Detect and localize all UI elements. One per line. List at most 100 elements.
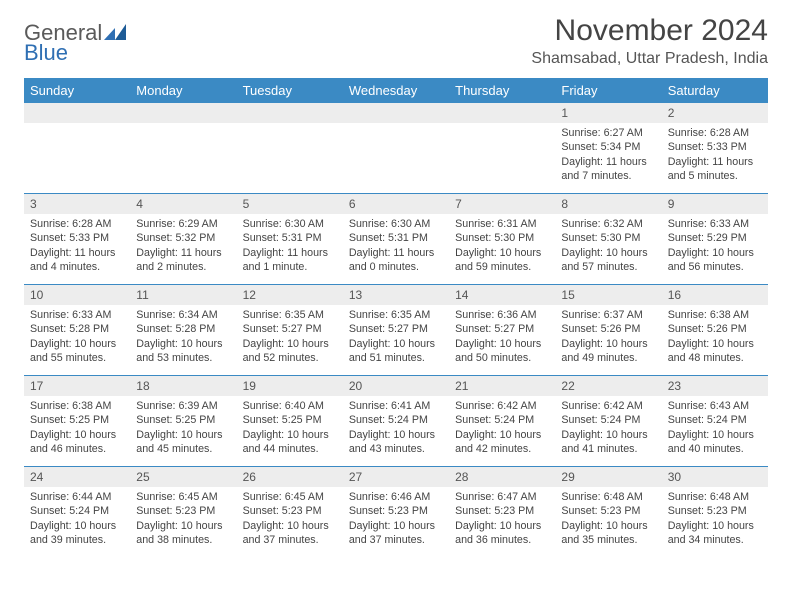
sunset-text: Sunset: 5:26 PM bbox=[561, 322, 655, 336]
calendar-cell: 6Sunrise: 6:30 AMSunset: 5:31 PMDaylight… bbox=[343, 194, 449, 285]
daylight-text: Daylight: 11 hours and 7 minutes. bbox=[561, 155, 655, 184]
sunset-text: Sunset: 5:28 PM bbox=[30, 322, 124, 336]
daylight-text: Daylight: 10 hours and 57 minutes. bbox=[561, 246, 655, 275]
calendar-cell: 16Sunrise: 6:38 AMSunset: 5:26 PMDayligh… bbox=[662, 285, 768, 376]
day-number: 14 bbox=[449, 285, 555, 305]
calendar-cell bbox=[237, 103, 343, 194]
day-details: Sunrise: 6:35 AMSunset: 5:27 PMDaylight:… bbox=[237, 305, 343, 368]
day-number: 2 bbox=[662, 103, 768, 123]
sunrise-text: Sunrise: 6:36 AM bbox=[455, 308, 549, 322]
day-details: Sunrise: 6:40 AMSunset: 5:25 PMDaylight:… bbox=[237, 396, 343, 459]
sunset-text: Sunset: 5:27 PM bbox=[243, 322, 337, 336]
calendar-table: Sunday Monday Tuesday Wednesday Thursday… bbox=[24, 78, 768, 557]
day-details: Sunrise: 6:43 AMSunset: 5:24 PMDaylight:… bbox=[662, 396, 768, 459]
sunrise-text: Sunrise: 6:29 AM bbox=[136, 217, 230, 231]
calendar-cell: 12Sunrise: 6:35 AMSunset: 5:27 PMDayligh… bbox=[237, 285, 343, 376]
daylight-text: Daylight: 11 hours and 4 minutes. bbox=[30, 246, 124, 275]
day-header: Tuesday bbox=[237, 78, 343, 103]
daylight-text: Daylight: 10 hours and 48 minutes. bbox=[668, 337, 762, 366]
day-number-empty bbox=[343, 103, 449, 123]
day-details: Sunrise: 6:41 AMSunset: 5:24 PMDaylight:… bbox=[343, 396, 449, 459]
daylight-text: Daylight: 11 hours and 1 minute. bbox=[243, 246, 337, 275]
sunrise-text: Sunrise: 6:32 AM bbox=[561, 217, 655, 231]
daylight-text: Daylight: 10 hours and 55 minutes. bbox=[30, 337, 124, 366]
day-details: Sunrise: 6:45 AMSunset: 5:23 PMDaylight:… bbox=[237, 487, 343, 550]
calendar-cell: 15Sunrise: 6:37 AMSunset: 5:26 PMDayligh… bbox=[555, 285, 661, 376]
day-number: 16 bbox=[662, 285, 768, 305]
sunrise-text: Sunrise: 6:38 AM bbox=[668, 308, 762, 322]
day-number-empty bbox=[130, 103, 236, 123]
daylight-text: Daylight: 10 hours and 37 minutes. bbox=[243, 519, 337, 548]
day-header: Sunday bbox=[24, 78, 130, 103]
day-header: Thursday bbox=[449, 78, 555, 103]
calendar-week-row: 10Sunrise: 6:33 AMSunset: 5:28 PMDayligh… bbox=[24, 285, 768, 376]
day-details: Sunrise: 6:32 AMSunset: 5:30 PMDaylight:… bbox=[555, 214, 661, 277]
calendar-cell: 25Sunrise: 6:45 AMSunset: 5:23 PMDayligh… bbox=[130, 467, 236, 558]
day-details: Sunrise: 6:33 AMSunset: 5:28 PMDaylight:… bbox=[24, 305, 130, 368]
sunset-text: Sunset: 5:23 PM bbox=[561, 504, 655, 518]
daylight-text: Daylight: 10 hours and 35 minutes. bbox=[561, 519, 655, 548]
sunset-text: Sunset: 5:27 PM bbox=[455, 322, 549, 336]
daylight-text: Daylight: 10 hours and 39 minutes. bbox=[30, 519, 124, 548]
sunrise-text: Sunrise: 6:35 AM bbox=[349, 308, 443, 322]
day-details: Sunrise: 6:35 AMSunset: 5:27 PMDaylight:… bbox=[343, 305, 449, 368]
sunset-text: Sunset: 5:34 PM bbox=[561, 140, 655, 154]
daylight-text: Daylight: 10 hours and 56 minutes. bbox=[668, 246, 762, 275]
day-number: 5 bbox=[237, 194, 343, 214]
sunrise-text: Sunrise: 6:45 AM bbox=[136, 490, 230, 504]
logo-mark-icon bbox=[104, 24, 126, 40]
day-details: Sunrise: 6:39 AMSunset: 5:25 PMDaylight:… bbox=[130, 396, 236, 459]
sunset-text: Sunset: 5:29 PM bbox=[668, 231, 762, 245]
calendar-cell: 9Sunrise: 6:33 AMSunset: 5:29 PMDaylight… bbox=[662, 194, 768, 285]
day-details: Sunrise: 6:46 AMSunset: 5:23 PMDaylight:… bbox=[343, 487, 449, 550]
day-number: 12 bbox=[237, 285, 343, 305]
day-number: 18 bbox=[130, 376, 236, 396]
sunset-text: Sunset: 5:30 PM bbox=[561, 231, 655, 245]
calendar-cell: 28Sunrise: 6:47 AMSunset: 5:23 PMDayligh… bbox=[449, 467, 555, 558]
sunrise-text: Sunrise: 6:46 AM bbox=[349, 490, 443, 504]
day-details: Sunrise: 6:33 AMSunset: 5:29 PMDaylight:… bbox=[662, 214, 768, 277]
sunrise-text: Sunrise: 6:30 AM bbox=[243, 217, 337, 231]
daylight-text: Daylight: 10 hours and 51 minutes. bbox=[349, 337, 443, 366]
sunrise-text: Sunrise: 6:42 AM bbox=[561, 399, 655, 413]
day-number: 1 bbox=[555, 103, 661, 123]
calendar-cell: 17Sunrise: 6:38 AMSunset: 5:25 PMDayligh… bbox=[24, 376, 130, 467]
day-number-empty bbox=[237, 103, 343, 123]
sunrise-text: Sunrise: 6:45 AM bbox=[243, 490, 337, 504]
day-number-empty bbox=[24, 103, 130, 123]
sunrise-text: Sunrise: 6:37 AM bbox=[561, 308, 655, 322]
sunset-text: Sunset: 5:33 PM bbox=[30, 231, 124, 245]
day-number: 8 bbox=[555, 194, 661, 214]
sunset-text: Sunset: 5:23 PM bbox=[243, 504, 337, 518]
daylight-text: Daylight: 10 hours and 38 minutes. bbox=[136, 519, 230, 548]
day-details: Sunrise: 6:42 AMSunset: 5:24 PMDaylight:… bbox=[555, 396, 661, 459]
sunrise-text: Sunrise: 6:44 AM bbox=[30, 490, 124, 504]
day-number: 23 bbox=[662, 376, 768, 396]
day-header: Wednesday bbox=[343, 78, 449, 103]
calendar-cell bbox=[449, 103, 555, 194]
sunrise-text: Sunrise: 6:28 AM bbox=[30, 217, 124, 231]
calendar-cell bbox=[130, 103, 236, 194]
day-details: Sunrise: 6:48 AMSunset: 5:23 PMDaylight:… bbox=[555, 487, 661, 550]
sunrise-text: Sunrise: 6:33 AM bbox=[668, 217, 762, 231]
title-block: November 2024 Shamsabad, Uttar Pradesh, … bbox=[531, 14, 768, 68]
daylight-text: Daylight: 10 hours and 59 minutes. bbox=[455, 246, 549, 275]
sunset-text: Sunset: 5:28 PM bbox=[136, 322, 230, 336]
day-number: 3 bbox=[24, 194, 130, 214]
day-details: Sunrise: 6:28 AMSunset: 5:33 PMDaylight:… bbox=[662, 123, 768, 186]
sunset-text: Sunset: 5:23 PM bbox=[349, 504, 443, 518]
day-details: Sunrise: 6:44 AMSunset: 5:24 PMDaylight:… bbox=[24, 487, 130, 550]
sunrise-text: Sunrise: 6:33 AM bbox=[30, 308, 124, 322]
calendar-cell: 21Sunrise: 6:42 AMSunset: 5:24 PMDayligh… bbox=[449, 376, 555, 467]
calendar-week-row: 3Sunrise: 6:28 AMSunset: 5:33 PMDaylight… bbox=[24, 194, 768, 285]
calendar-cell: 30Sunrise: 6:48 AMSunset: 5:23 PMDayligh… bbox=[662, 467, 768, 558]
day-details: Sunrise: 6:27 AMSunset: 5:34 PMDaylight:… bbox=[555, 123, 661, 186]
day-header: Saturday bbox=[662, 78, 768, 103]
location: Shamsabad, Uttar Pradesh, India bbox=[531, 50, 768, 68]
daylight-text: Daylight: 11 hours and 0 minutes. bbox=[349, 246, 443, 275]
day-details: Sunrise: 6:30 AMSunset: 5:31 PMDaylight:… bbox=[343, 214, 449, 277]
sunset-text: Sunset: 5:25 PM bbox=[30, 413, 124, 427]
day-header: Friday bbox=[555, 78, 661, 103]
sunrise-text: Sunrise: 6:47 AM bbox=[455, 490, 549, 504]
sunrise-text: Sunrise: 6:38 AM bbox=[30, 399, 124, 413]
